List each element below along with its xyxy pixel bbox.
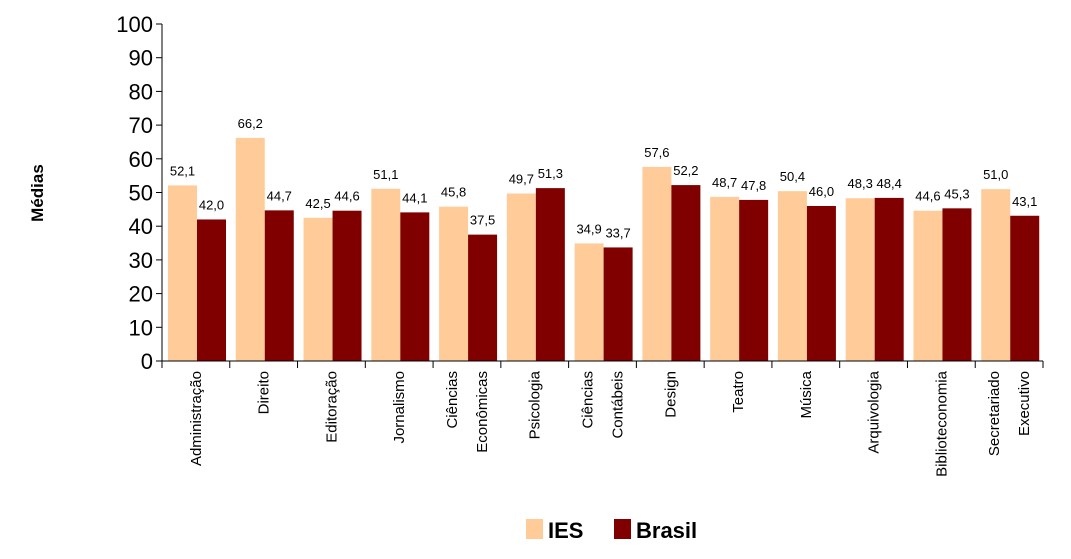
bar-ies-8: [710, 196, 740, 361]
legend-label-ies: IES: [548, 518, 583, 543]
data-label-brasil-0: 42,0: [199, 197, 224, 212]
data-label-brasil-10: 48,4: [877, 176, 902, 191]
bar-brasil-4: [468, 234, 498, 361]
x-tick-label-7: Design: [662, 371, 679, 418]
bar-ies-0: [168, 185, 197, 361]
data-label-brasil-11: 45,3: [944, 186, 969, 201]
data-label-ies-3: 51,1: [373, 167, 398, 182]
x-tick-label-6-1: Contábeis: [610, 371, 627, 439]
x-tick-label-12-1: Executivo: [1016, 371, 1033, 436]
data-label-ies-2: 42,5: [305, 196, 330, 211]
data-label-ies-8: 48,7: [712, 175, 737, 190]
data-label-ies-4: 45,8: [441, 185, 466, 200]
x-tick-label-4-1: Econômicas: [474, 371, 491, 453]
x-tick-label-6-0: Ciências: [580, 371, 597, 429]
bar-brasil-8: [739, 199, 769, 361]
data-label-brasil-4: 37,5: [470, 213, 495, 228]
bar-ies-5: [506, 193, 536, 361]
y-tick-label-5: 50: [129, 181, 153, 206]
x-tick-label-0: Administração: [188, 371, 205, 466]
x-tick-label-12-0: Secretariado: [986, 371, 1003, 456]
data-label-brasil-12: 43,1: [1012, 194, 1037, 209]
data-label-brasil-5: 51,3: [538, 166, 563, 181]
y-tick-label-6: 60: [129, 147, 153, 172]
bar-brasil-11: [942, 208, 972, 361]
legend-swatch-brasil: [614, 519, 631, 539]
data-label-ies-11: 44,6: [915, 189, 940, 204]
bar-ies-12: [981, 189, 1011, 361]
y-tick-label-7: 70: [129, 113, 153, 138]
y-tick-label-8: 80: [129, 79, 153, 104]
y-tick-label-10: 100: [116, 12, 153, 37]
data-label-brasil-9: 46,0: [809, 184, 834, 199]
bar-brasil-1: [264, 210, 294, 361]
x-tick-label-10: Arquivologia: [866, 370, 883, 453]
y-tick-label-4: 40: [129, 214, 153, 239]
bar-brasil-12: [1010, 215, 1040, 361]
data-label-brasil-1: 44,7: [267, 188, 292, 203]
y-tick-label-2: 20: [129, 282, 153, 307]
data-label-brasil-3: 44,1: [402, 190, 427, 205]
bar-brasil-0: [197, 219, 226, 361]
x-tick-label-3: Jornalismo: [391, 371, 408, 444]
bar-ies-3: [371, 188, 401, 361]
bar-ies-2: [303, 217, 333, 361]
bar-brasil-7: [671, 185, 701, 361]
bar-brasil-10: [874, 197, 904, 361]
bar-ies-7: [642, 166, 672, 361]
bar-ies-4: [439, 206, 469, 361]
x-tick-label-1: Direito: [256, 371, 273, 414]
x-tick-label-5: Psicologia: [527, 370, 544, 439]
data-label-ies-10: 48,3: [848, 176, 873, 191]
y-tick-label-3: 30: [129, 248, 153, 273]
bar-ies-9: [777, 191, 807, 361]
y-tick-label-9: 90: [129, 46, 153, 71]
data-label-ies-5: 49,7: [509, 172, 534, 187]
bar-brasil-2: [332, 210, 362, 361]
data-label-ies-9: 50,4: [780, 169, 805, 184]
bar-ies-11: [913, 210, 943, 361]
x-tick-label-9: Música: [798, 370, 815, 418]
y-tick-label-1: 10: [129, 315, 153, 340]
data-label-brasil-7: 52,2: [673, 163, 698, 178]
data-label-ies-6: 34,9: [576, 221, 601, 236]
data-label-ies-7: 57,6: [644, 145, 669, 160]
legend-label-brasil: Brasil: [636, 518, 697, 543]
data-label-brasil-6: 33,7: [605, 225, 630, 240]
bar-brasil-6: [603, 247, 633, 361]
bar-ies-1: [235, 137, 265, 361]
bar-brasil-5: [535, 188, 565, 361]
bar-ies-6: [574, 243, 604, 361]
data-label-brasil-8: 47,8: [741, 178, 766, 193]
x-tick-label-2: Editoração: [323, 371, 340, 443]
x-tick-label-4-0: Ciências: [444, 371, 461, 429]
y-axis-title: Médias: [28, 164, 47, 222]
bar-brasil-3: [400, 212, 430, 361]
legend-swatch-ies: [526, 519, 543, 539]
x-tick-label-8: Teatro: [730, 371, 747, 413]
data-label-ies-0: 52,1: [170, 163, 195, 178]
y-tick-label-0: 0: [141, 349, 153, 374]
data-label-ies-1: 66,2: [238, 116, 263, 131]
bar-brasil-9: [806, 205, 836, 361]
x-tick-label-11: Biblioteconomia: [933, 370, 950, 477]
data-label-ies-12: 51,0: [983, 167, 1008, 182]
data-label-brasil-2: 44,6: [334, 189, 359, 204]
bar-ies-10: [845, 198, 875, 361]
